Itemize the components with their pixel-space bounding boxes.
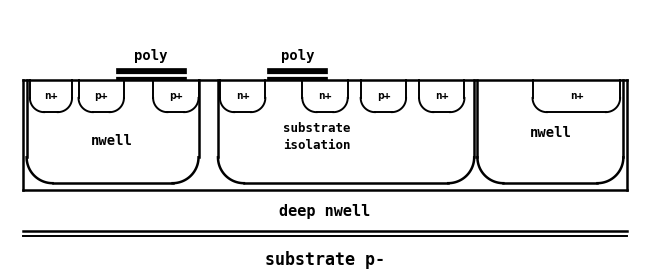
- Bar: [116, 67, 185, 80]
- Text: n+: n+: [236, 91, 250, 101]
- Text: nwell: nwell: [91, 134, 133, 148]
- Text: deep nwell: deep nwell: [280, 204, 370, 219]
- Text: n+: n+: [44, 91, 58, 101]
- Text: n+: n+: [435, 91, 448, 101]
- Text: poly: poly: [135, 49, 168, 63]
- Text: p+: p+: [169, 91, 183, 101]
- Text: n+: n+: [570, 91, 584, 101]
- Text: p+: p+: [94, 91, 108, 101]
- Text: substrate
isolation: substrate isolation: [283, 122, 351, 152]
- Text: p+: p+: [376, 91, 390, 101]
- Bar: [266, 67, 327, 80]
- Text: nwell: nwell: [530, 126, 571, 140]
- Text: substrate p-: substrate p-: [265, 251, 385, 269]
- Text: n+: n+: [318, 91, 332, 101]
- Text: poly: poly: [281, 49, 315, 63]
